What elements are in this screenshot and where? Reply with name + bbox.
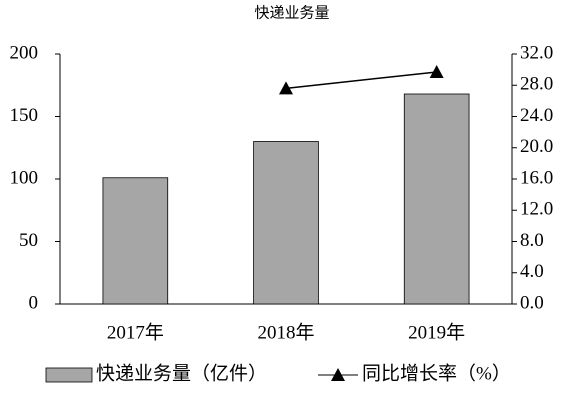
y2-tick-label: 8.0	[520, 230, 544, 251]
bar	[102, 177, 169, 305]
y-tick-label: 100	[10, 167, 39, 188]
y2-tick-label: 20.0	[520, 136, 553, 157]
y2-tick-label: 0.0	[520, 292, 544, 313]
x-tick-label: 2018年	[257, 321, 314, 343]
y-tick-label: 200	[10, 42, 39, 63]
y2-tick-label: 4.0	[520, 261, 544, 282]
y-tick-label: 50	[19, 230, 38, 251]
y2-tick-label: 24.0	[520, 105, 553, 126]
x-tick-label: 2017年	[107, 321, 164, 343]
line-marker	[279, 81, 293, 95]
y2-tick-label: 12.0	[520, 199, 553, 220]
line	[285, 71, 437, 90]
y2-tick-label: 32.0	[520, 42, 553, 63]
legend-label: 同比增长率（%）	[362, 362, 511, 384]
chart-title: 快递业务量	[254, 4, 329, 22]
line-marker	[429, 64, 444, 78]
y-tick-label: 150	[10, 105, 39, 126]
legend-marker	[331, 368, 345, 381]
y-tick-label: 0	[29, 292, 39, 313]
y2-tick-label: 16.0	[520, 167, 553, 188]
bar	[403, 93, 470, 305]
x-tick-label: 2019年	[408, 321, 465, 343]
legend-label: 快递业务量（亿件）	[96, 362, 267, 384]
bar	[253, 141, 319, 305]
y2-tick-label: 28.0	[520, 74, 553, 95]
legend-swatch	[45, 367, 93, 383]
